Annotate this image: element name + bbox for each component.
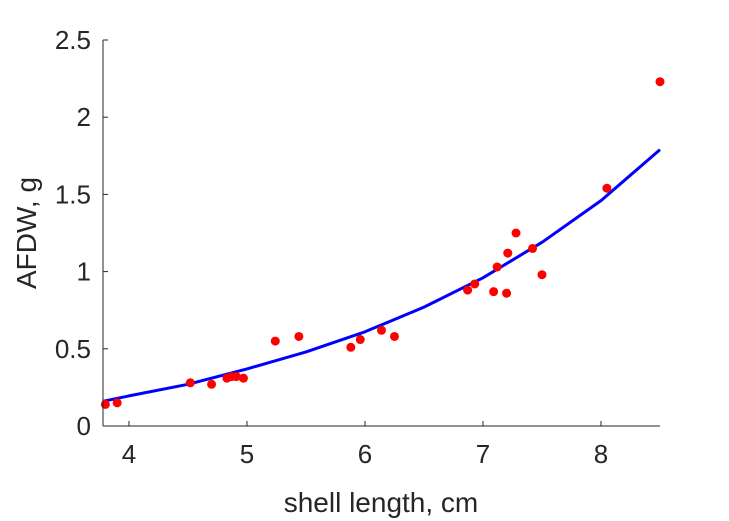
x-tick-label: 7 — [476, 439, 490, 469]
data-point — [207, 379, 217, 389]
data-point — [238, 373, 248, 383]
y-tick-label: 2 — [77, 102, 91, 132]
data-point — [503, 248, 513, 258]
y-axis-label: AFDW, g — [11, 177, 42, 289]
axis-ticks: 4 5 6 7 8 0 0.5 1 1.5 2 2.5 — [55, 25, 608, 469]
data-point — [489, 287, 499, 297]
fit-curve — [102, 148, 661, 403]
data-point — [502, 288, 512, 298]
x-axis-label: shell length, cm — [284, 487, 479, 518]
x-tick-label: 6 — [358, 439, 372, 469]
data-point — [100, 399, 110, 409]
data-points-layer — [100, 77, 665, 409]
data-point — [231, 372, 241, 382]
y-tick-label: 1.5 — [55, 179, 91, 209]
data-point — [470, 279, 480, 289]
data-point — [655, 77, 665, 87]
data-point — [346, 342, 356, 352]
data-point — [112, 398, 122, 408]
data-point — [294, 331, 304, 341]
x-tick-label: 8 — [594, 439, 608, 469]
data-point — [355, 335, 365, 345]
y-tick-label: 0.5 — [55, 334, 91, 364]
y-tick-label: 2.5 — [55, 25, 91, 55]
data-point — [270, 336, 280, 346]
data-point — [463, 285, 473, 295]
y-tick-label: 0 — [77, 411, 91, 441]
y-tick-label: 1 — [77, 257, 91, 287]
data-point — [377, 325, 386, 335]
data-point — [602, 183, 612, 193]
x-tick-label: 5 — [240, 439, 254, 469]
data-point — [511, 228, 521, 238]
data-point — [389, 331, 399, 341]
x-tick-label: 4 — [122, 439, 136, 469]
fit-curve-layer — [102, 148, 661, 403]
data-point — [492, 262, 502, 272]
data-point — [185, 378, 195, 388]
data-point — [528, 243, 538, 253]
data-point — [537, 270, 547, 280]
